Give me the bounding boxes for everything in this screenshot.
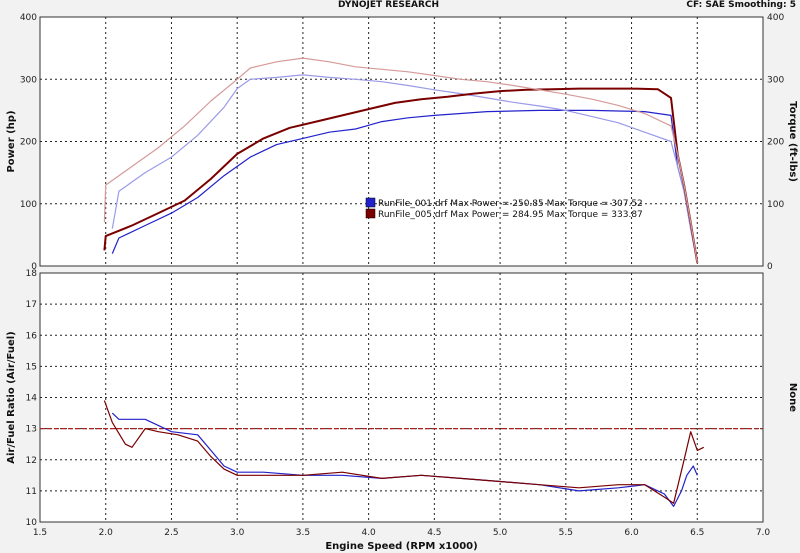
x-tick-label: 4.0 — [361, 528, 376, 538]
power-y2-tick-label: 100 — [767, 200, 784, 210]
x-tick-label: 4.5 — [427, 528, 441, 538]
power-y-axis-title: Power (hp) — [6, 110, 17, 172]
x-tick-label: 3.0 — [230, 528, 245, 538]
afr-y2-axis-title: None — [787, 383, 798, 412]
x-tick-label: 5.5 — [559, 528, 573, 538]
power-y-tick-label: 100 — [20, 200, 37, 210]
afr-series-2-line — [103, 400, 705, 504]
afr-y-tick-label: 17 — [26, 300, 37, 310]
x-tick-label: 6.5 — [690, 528, 704, 538]
power-y2-tick-label: 200 — [767, 138, 784, 148]
power-y2-tick-label: 0 — [767, 262, 773, 272]
afr-y-tick-label: 15 — [26, 362, 37, 372]
legend-swatch-1 — [365, 197, 376, 208]
x-tick-label: 1.5 — [33, 528, 47, 538]
power-y2-tick-label: 300 — [767, 75, 784, 85]
afr-y-tick-label: 12 — [26, 456, 37, 466]
legend-label-2: RunFile_005.drf Max Power = 284.95 Max T… — [378, 210, 643, 220]
x-tick-label: 3.5 — [296, 528, 310, 538]
legend-label-1: RunFile_001.drf Max Power = 250.85 Max T… — [378, 199, 643, 209]
power-series-1-line — [111, 109, 698, 264]
x-tick-label: 5.0 — [493, 528, 508, 538]
power-y-tick-label: 200 — [20, 138, 37, 148]
x-axis-title: Engine Speed (RPM x1000) — [325, 541, 477, 552]
power-y-tick-label: 300 — [20, 75, 37, 85]
x-tick-label: 2.5 — [164, 528, 178, 538]
x-tick-label: 2.0 — [99, 528, 114, 538]
power-series-4-line — [103, 57, 698, 263]
afr-y-tick-label: 14 — [26, 394, 38, 404]
power-y2-tick-label: 400 — [767, 13, 784, 23]
power-y-tick-label: 0 — [31, 262, 37, 272]
afr-y-tick-label: 13 — [26, 425, 37, 435]
power-y2-axis-title: Torque (ft-lbs) — [787, 101, 798, 182]
power-series-3-line — [103, 87, 699, 264]
afr-y-tick-label: 11 — [26, 487, 37, 497]
afr-y-tick-label: 16 — [26, 331, 38, 341]
x-tick-label: 7.0 — [756, 528, 771, 538]
power-series-2-line — [111, 74, 698, 264]
chart-header-title: DYNOJET RESEARCH — [338, 0, 440, 10]
power-y-tick-label: 400 — [20, 13, 37, 23]
x-tick-label: 6.0 — [624, 528, 639, 538]
afr-y-tick-label: 18 — [26, 269, 38, 279]
legend-swatch-2 — [365, 208, 376, 219]
chart-header-settings: CF: SAE Smoothing: 5 — [686, 0, 796, 10]
afr-y-axis-title: Air/Fuel Ratio (Air/Fuel) — [6, 331, 17, 463]
afr-y-tick-label: 10 — [26, 518, 38, 528]
